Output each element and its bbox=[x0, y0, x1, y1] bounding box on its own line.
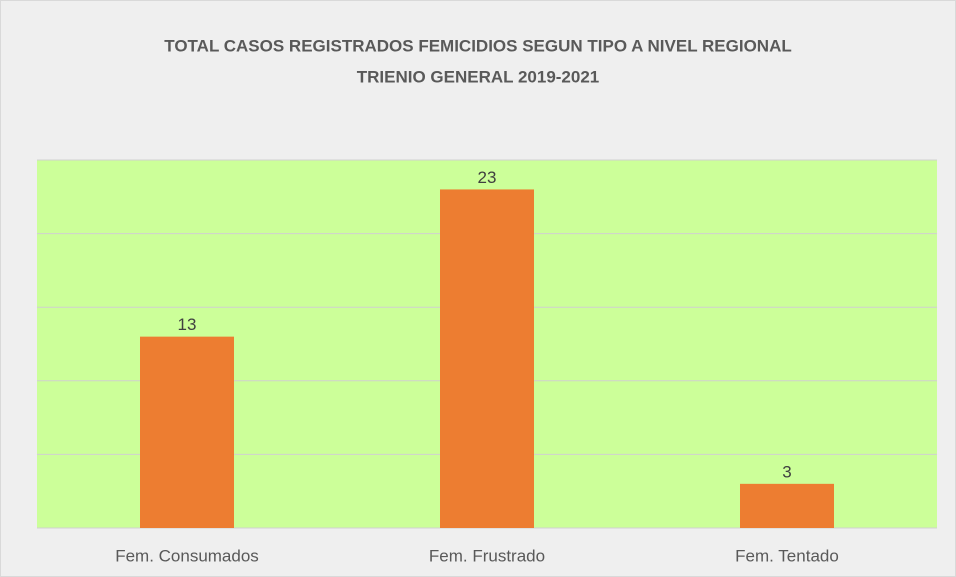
data-label: 23 bbox=[478, 168, 497, 187]
bar bbox=[740, 483, 834, 528]
data-label: 13 bbox=[178, 315, 197, 334]
bar bbox=[440, 189, 534, 528]
bar bbox=[140, 336, 234, 528]
chart-title: TRIENIO GENERAL 2019-2021 bbox=[357, 67, 600, 86]
x-tick-label: Fem. Tentado bbox=[735, 546, 839, 565]
x-tick-label: Fem. Consumados bbox=[115, 546, 259, 565]
chart-title: TOTAL CASOS REGISTRADOS FEMICIDIOS SEGUN… bbox=[164, 36, 791, 55]
data-label: 3 bbox=[782, 462, 791, 481]
x-tick-label: Fem. Frustrado bbox=[429, 546, 545, 565]
